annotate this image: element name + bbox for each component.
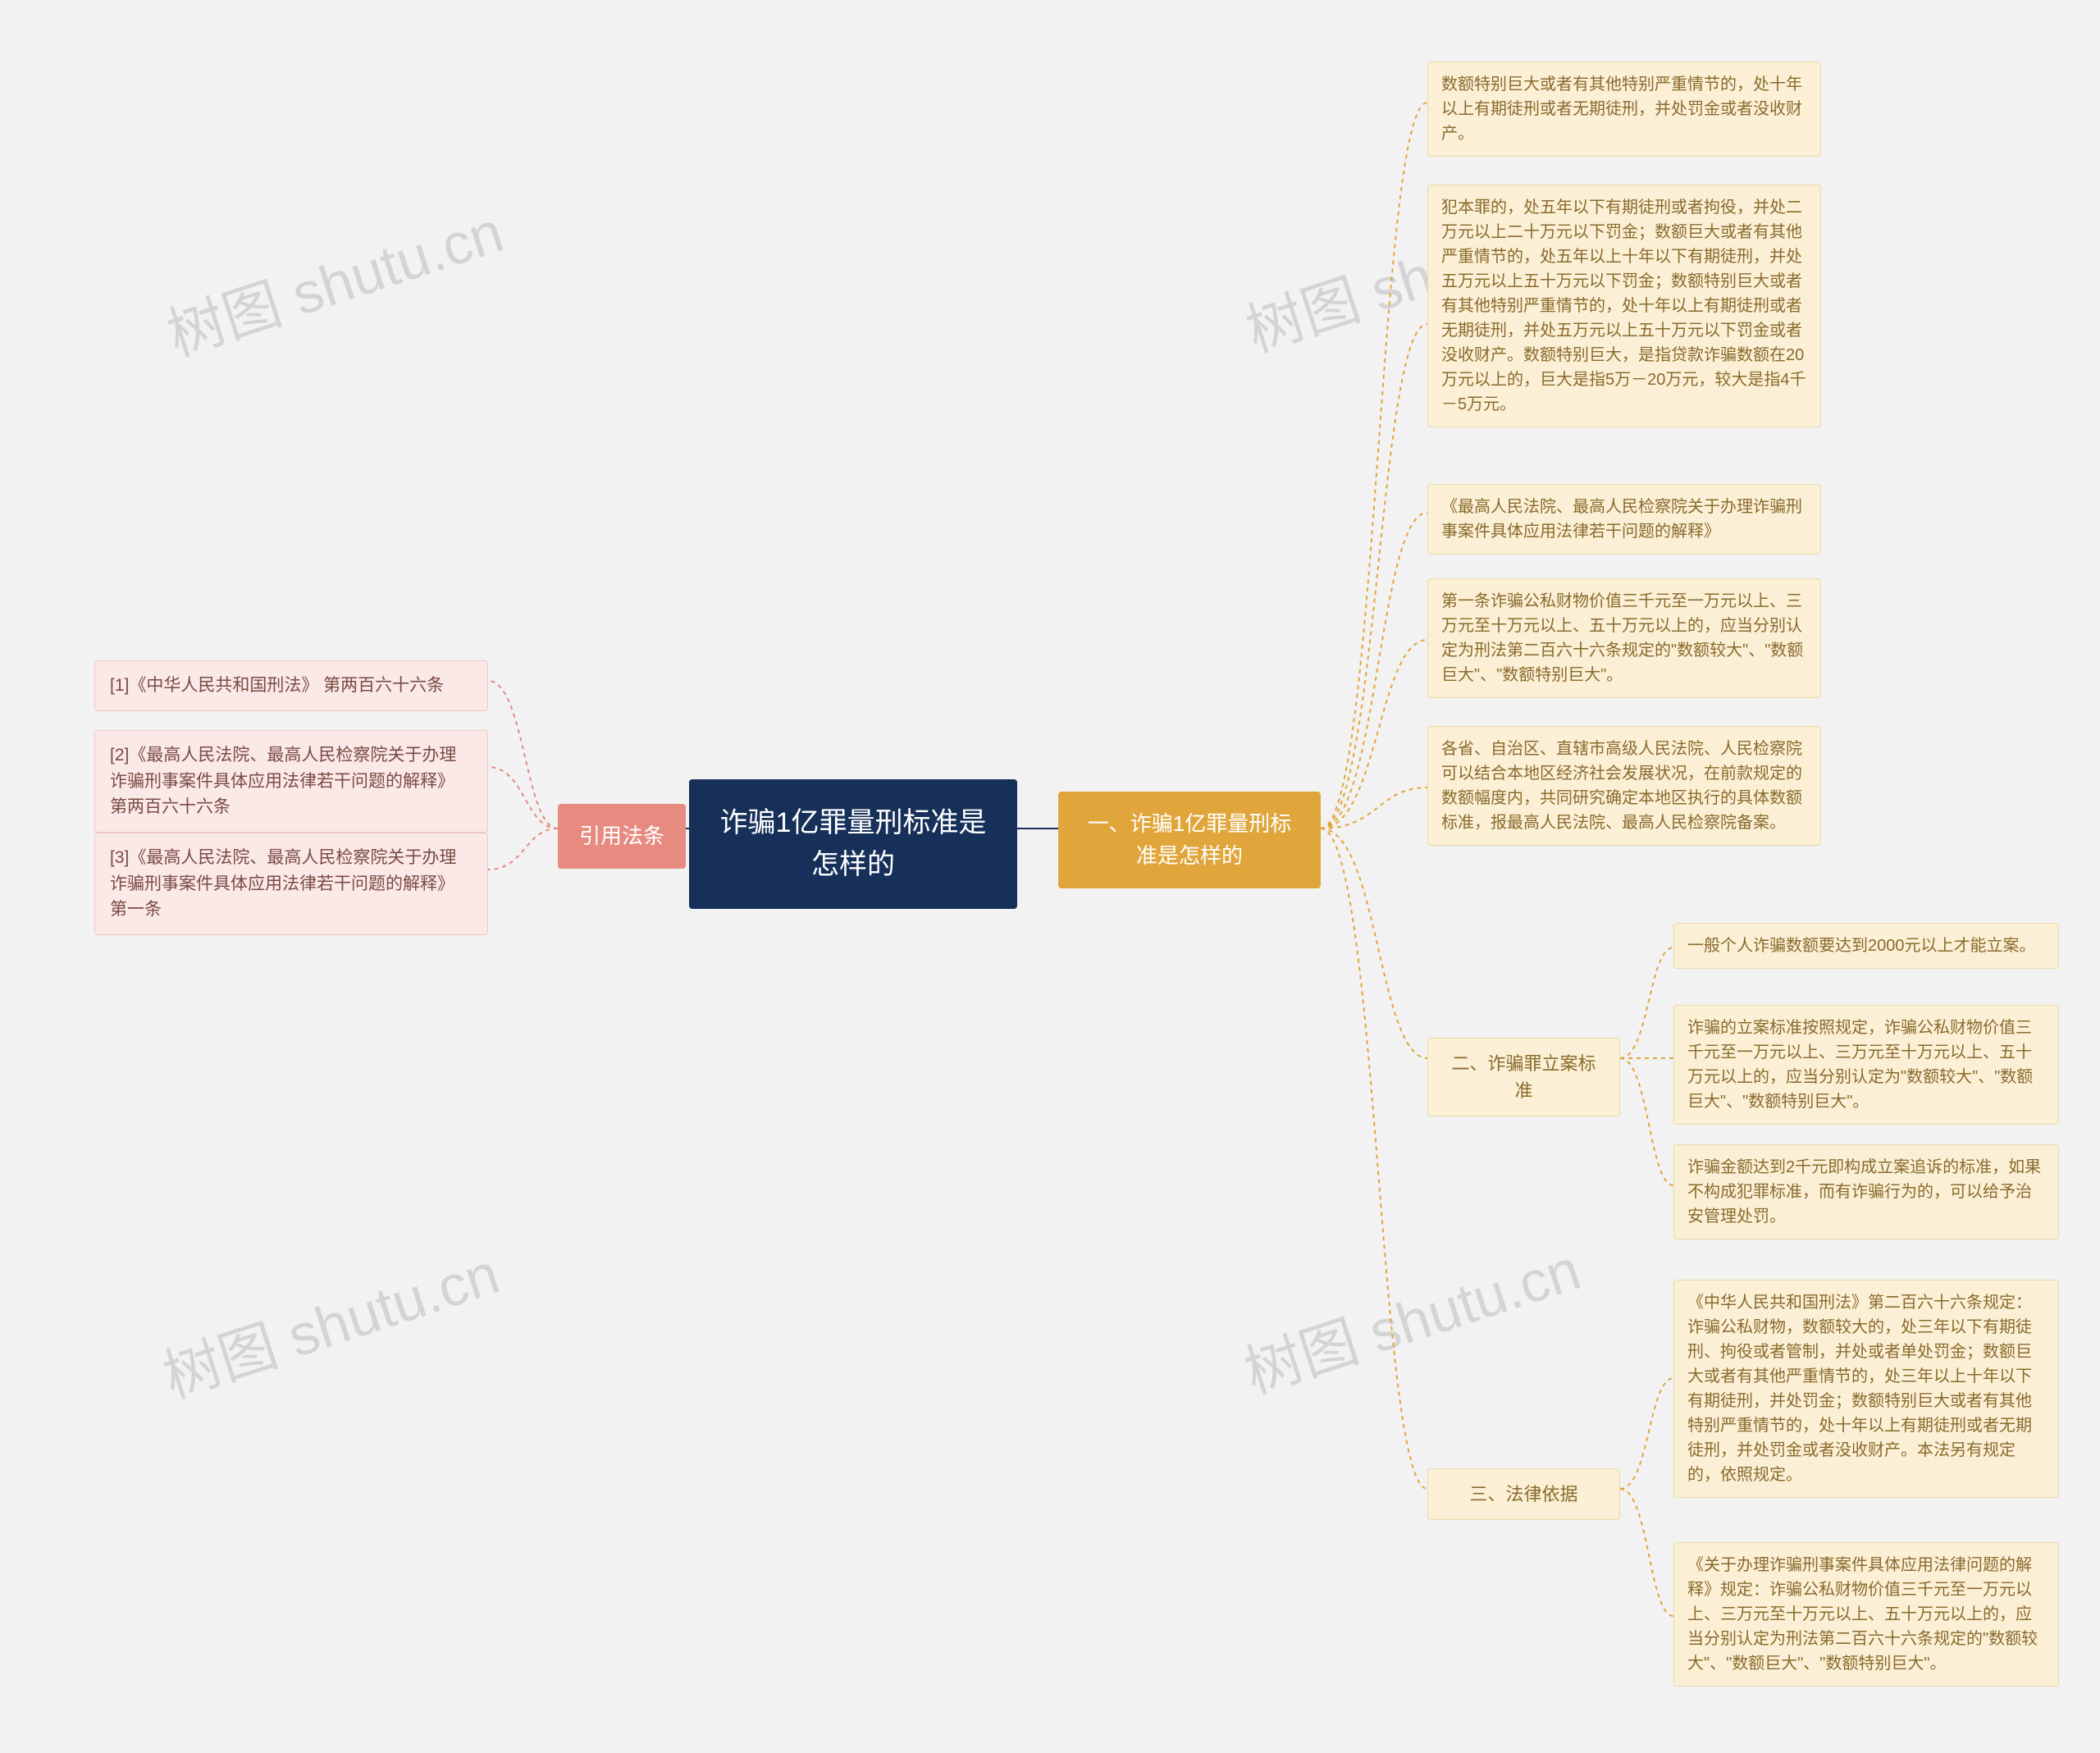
sub3-child-node[interactable]: 《关于办理诈骗刑事案件具体应用法律问题的解释》规定：诈骗公私财物价值三千元至一万… xyxy=(1673,1542,2059,1687)
left-child-node[interactable]: [1]《中华人民共和国刑法》 第两百六十六条 xyxy=(94,660,488,711)
left-child-node[interactable]: [3]《最高人民法院、最高人民检察院关于办理诈骗刑事案件具体应用法律若干问题的解… xyxy=(94,833,488,935)
root-node[interactable]: 诈骗1亿罪量刑标准是怎样的 xyxy=(689,779,1017,909)
right-direct-node[interactable]: 各省、自治区、直辖市高级人民法院、人民检察院可以结合本地区经济社会发展状况，在前… xyxy=(1427,726,1821,846)
left-branch-node[interactable]: 引用法条 xyxy=(558,804,686,869)
left-child-node[interactable]: [2]《最高人民法院、最高人民检察院关于办理诈骗刑事案件具体应用法律若干问题的解… xyxy=(94,730,488,833)
watermark: 树图 shutu.cn xyxy=(1233,1224,1590,1410)
watermark: 树图 shutu.cn xyxy=(156,186,513,372)
sub2-child-node[interactable]: 诈骗金额达到2千元即构成立案追诉的标准，如果不构成犯罪标准，而有诈骗行为的，可以… xyxy=(1673,1144,2059,1239)
sub2-child-node[interactable]: 一般个人诈骗数额要达到2000元以上才能立案。 xyxy=(1673,923,2059,969)
right-direct-node[interactable]: 《最高人民法院、最高人民检察院关于办理诈骗刑事案件具体应用法律若干问题的解释》 xyxy=(1427,484,1821,555)
sub2-child-node[interactable]: 诈骗的立案标准按照规定，诈骗公私财物价值三千元至一万元以上、三万元至十万元以上、… xyxy=(1673,1005,2059,1125)
right-direct-node[interactable]: 数额特别巨大或者有其他特别严重情节的，处十年以上有期徒刑或者无期徒刑，并处罚金或… xyxy=(1427,62,1821,157)
watermark: 树图 shutu.cn xyxy=(152,1228,509,1414)
right-direct-node[interactable]: 犯本罪的，处五年以下有期徒刑或者拘役，并处二万元以上二十万元以下罚金；数额巨大或… xyxy=(1427,185,1821,427)
sub2-node[interactable]: 二、诈骗罪立案标准 xyxy=(1427,1038,1620,1116)
right-branch-node[interactable]: 一、诈骗1亿罪量刑标准是怎样的 xyxy=(1058,792,1321,888)
sub3-child-node[interactable]: 《中华人民共和国刑法》第二百六十六条规定：诈骗公私财物，数额较大的，处三年以下有… xyxy=(1673,1280,2059,1498)
right-direct-node[interactable]: 第一条诈骗公私财物价值三千元至一万元以上、三万元至十万元以上、五十万元以上的，应… xyxy=(1427,578,1821,698)
sub3-node[interactable]: 三、法律依据 xyxy=(1427,1468,1620,1520)
